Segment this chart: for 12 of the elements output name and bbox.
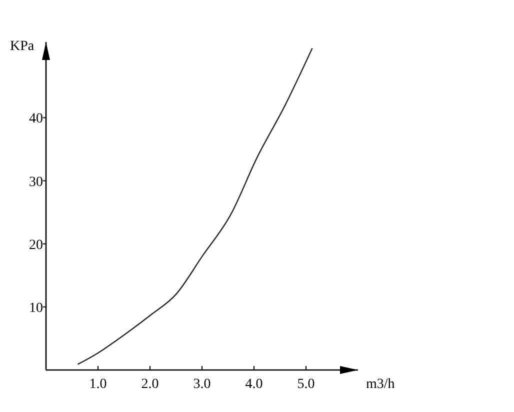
y-tick-label: 40 [29, 112, 43, 127]
x-axis-title: m3/h [366, 377, 395, 392]
x-tick-label: 1.0 [89, 377, 107, 392]
y-tick-label: 30 [29, 174, 43, 190]
x-tick-label: 5.0 [297, 377, 315, 392]
y-axis-title: KPa [10, 39, 35, 54]
line-series [77, 48, 313, 365]
x-tick-label: 3.0 [193, 377, 211, 392]
x-tick-label: 4.0 [245, 377, 263, 392]
y-tick-label: 10 [29, 300, 43, 316]
y-tick-label: 20 [29, 238, 43, 253]
x-tick-label: 2.0 [141, 377, 159, 392]
